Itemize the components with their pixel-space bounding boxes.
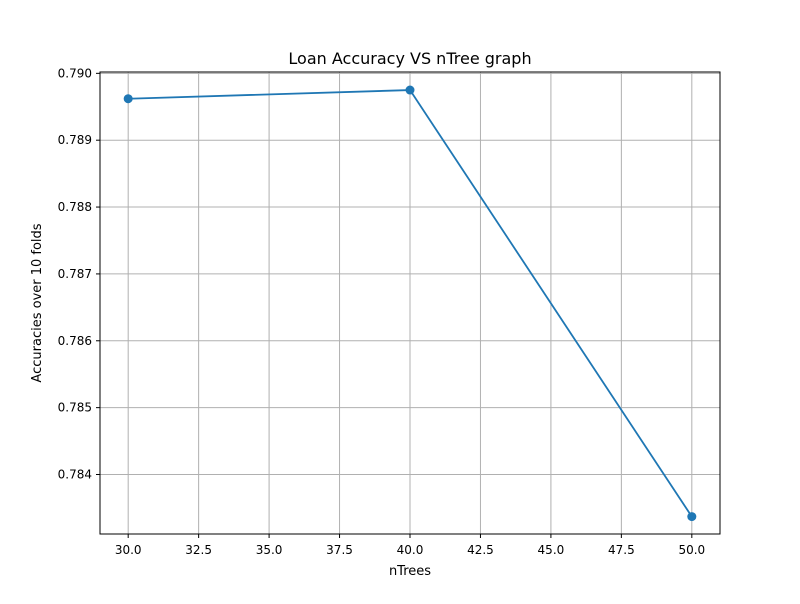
x-axis-ticks: 30.0 32.5 35.0 37.5 40.0 42.5 45.0 47.5 50.0 <box>115 534 705 557</box>
x-tick-label: 45.0 <box>538 543 565 557</box>
x-tick-label: 42.5 <box>467 543 494 557</box>
grid <box>100 72 720 534</box>
y-tick-label: 0.789 <box>58 133 92 147</box>
y-tick-label: 0.784 <box>58 467 92 481</box>
x-tick-label: 47.5 <box>608 543 635 557</box>
x-tick-label: 50.0 <box>678 543 705 557</box>
series-layer <box>123 85 697 522</box>
y-tick-label: 0.787 <box>58 267 92 281</box>
x-tick-label: 40.0 <box>397 543 424 557</box>
x-tick-label: 35.0 <box>256 543 283 557</box>
data-point <box>687 512 697 522</box>
x-tick-label: 30.0 <box>115 543 142 557</box>
data-point <box>405 85 415 95</box>
x-tick-label: 32.5 <box>185 543 212 557</box>
y-tick-label: 0.786 <box>58 334 92 348</box>
y-tick-label: 0.785 <box>58 401 92 415</box>
chart-title: Loan Accuracy VS nTree graph <box>288 49 531 68</box>
y-tick-label: 0.788 <box>58 200 92 214</box>
y-tick-label: 0.790 <box>58 66 92 80</box>
x-axis-label: nTrees <box>389 564 431 579</box>
y-axis-label: Accuracies over 10 folds <box>30 223 45 382</box>
y-axis-ticks: 0.784 0.785 0.786 0.787 0.788 0.789 0.790 <box>58 66 100 481</box>
x-tick-label: 37.5 <box>326 543 353 557</box>
data-point <box>123 94 133 104</box>
